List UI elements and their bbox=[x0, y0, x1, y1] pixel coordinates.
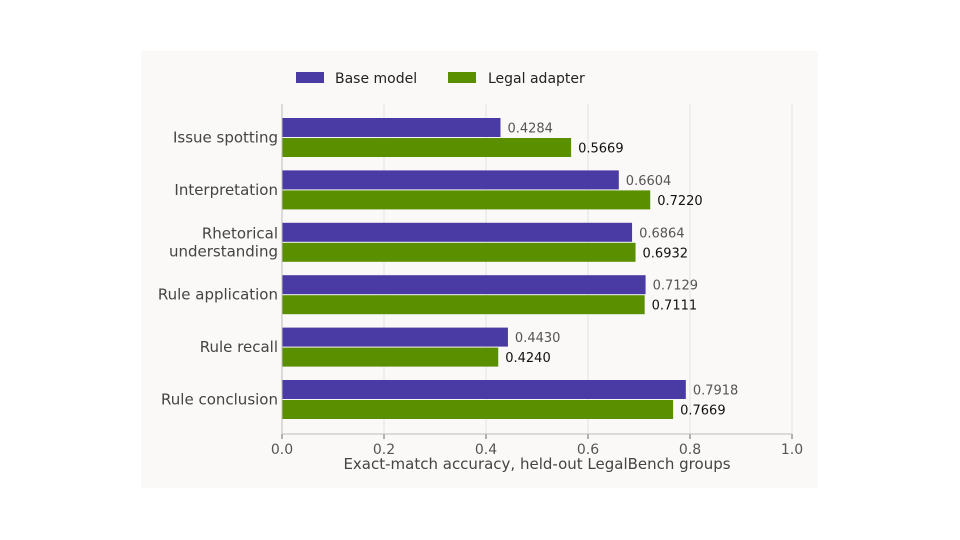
legend-swatch bbox=[448, 72, 476, 83]
bar-legal-adapter bbox=[282, 190, 651, 210]
bar-base-model bbox=[282, 327, 508, 347]
x-tick-label: 0.0 bbox=[271, 442, 293, 458]
category-label-line: Issue spotting bbox=[173, 129, 278, 147]
x-axis-label: Exact-match accuracy, held-out LegalBenc… bbox=[343, 455, 730, 473]
data-label: 0.7129 bbox=[653, 279, 699, 294]
category-label-line: Rule application bbox=[158, 286, 278, 304]
data-label: 0.6932 bbox=[643, 246, 689, 261]
axes: 0.0 0.2 0.4 0.6 0.8 1.0 Issue spotting Interpre… bbox=[158, 104, 803, 473]
data-label: 0.4430 bbox=[515, 331, 561, 346]
category-label: Rule recall bbox=[200, 338, 278, 356]
bar-base-model bbox=[282, 118, 501, 137]
category-label: Rhetorical understanding bbox=[169, 224, 278, 260]
bar-legal-adapter bbox=[282, 138, 572, 157]
legend-label: Base model bbox=[335, 71, 417, 87]
bar-legal-adapter bbox=[282, 400, 674, 419]
bar-base-model bbox=[282, 275, 646, 295]
bar-legal-adapter bbox=[282, 347, 499, 367]
category-label: Rule conclusion bbox=[161, 391, 278, 409]
category-label-line: Rhetorical bbox=[202, 224, 278, 242]
data-label: 0.7111 bbox=[652, 299, 698, 314]
bar-legal-adapter bbox=[282, 295, 645, 315]
bar-legal-adapter bbox=[282, 242, 636, 262]
x-tick-label: 0.4 bbox=[475, 442, 497, 458]
x-tick-label: 0.6 bbox=[577, 442, 599, 458]
x-tick-label: 0.8 bbox=[679, 442, 701, 458]
legend-label: Legal adapter bbox=[488, 71, 585, 87]
data-label: 0.7669 bbox=[680, 404, 726, 419]
category-label-line: Interpretation bbox=[174, 181, 278, 199]
legend: Base model Legal adapter bbox=[296, 71, 585, 87]
bars: 0.4284 0.5669 0.6604 0.7220 0.6864 0.6932 0.71… bbox=[282, 118, 738, 419]
data-label: 0.4284 bbox=[507, 122, 553, 137]
bar-base-model bbox=[282, 222, 633, 242]
category-label-line: Rule recall bbox=[200, 338, 278, 356]
data-label: 0.5669 bbox=[578, 142, 624, 157]
category-label: Rule application bbox=[158, 286, 278, 304]
category-label-line: Rule conclusion bbox=[161, 391, 278, 409]
data-label: 0.6864 bbox=[639, 226, 685, 241]
data-label: 0.7918 bbox=[693, 384, 739, 399]
bar-base-model bbox=[282, 380, 686, 399]
legend-swatch bbox=[296, 72, 324, 83]
bar-base-model bbox=[282, 170, 619, 190]
data-label: 0.4240 bbox=[505, 351, 551, 366]
data-label: 0.7220 bbox=[657, 194, 703, 209]
x-tick-label: 1.0 bbox=[781, 442, 803, 458]
data-label: 0.6604 bbox=[626, 174, 672, 189]
category-label-line: understanding bbox=[169, 242, 278, 260]
category-label: Interpretation bbox=[174, 181, 278, 199]
x-tick-label: 0.2 bbox=[373, 442, 395, 458]
category-label: Issue spotting bbox=[173, 129, 278, 147]
